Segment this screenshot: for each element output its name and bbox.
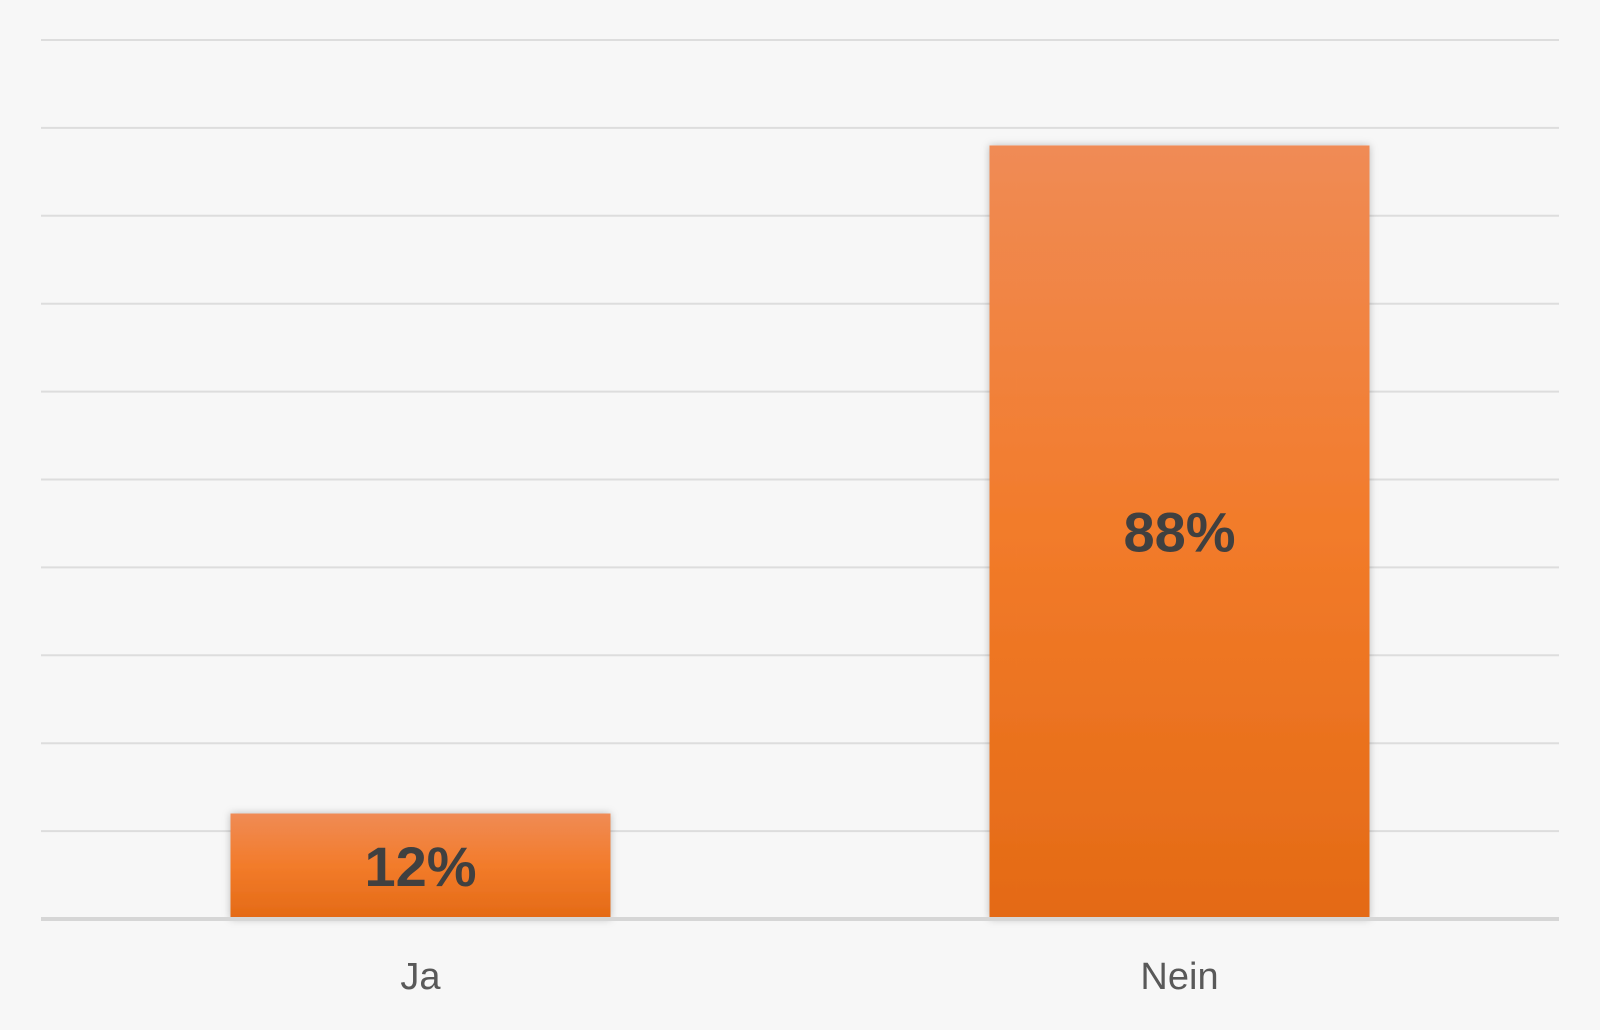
x-axis: Ja Nein [41,917,1559,998]
category-label-ja: Ja [400,956,441,998]
bar-ja [230,813,611,919]
category-label-nein: Nein [1140,956,1218,998]
bar-nein [989,145,1370,920]
data-label-ja: 12% [364,835,476,898]
data-label-nein: 88% [1123,501,1235,564]
data-labels: 12% 88% [364,501,1235,898]
bars [230,145,1370,920]
gridlines [41,39,1559,833]
